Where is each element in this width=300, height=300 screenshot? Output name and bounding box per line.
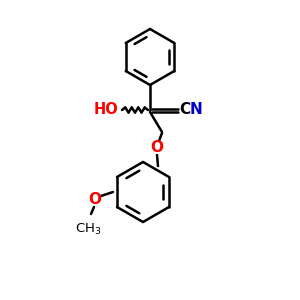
Text: N: N bbox=[190, 102, 203, 117]
Text: O: O bbox=[151, 140, 164, 155]
Text: C: C bbox=[179, 102, 190, 117]
Text: CH$_3$: CH$_3$ bbox=[75, 222, 101, 237]
Text: HO: HO bbox=[93, 101, 118, 116]
Text: O: O bbox=[88, 193, 101, 208]
